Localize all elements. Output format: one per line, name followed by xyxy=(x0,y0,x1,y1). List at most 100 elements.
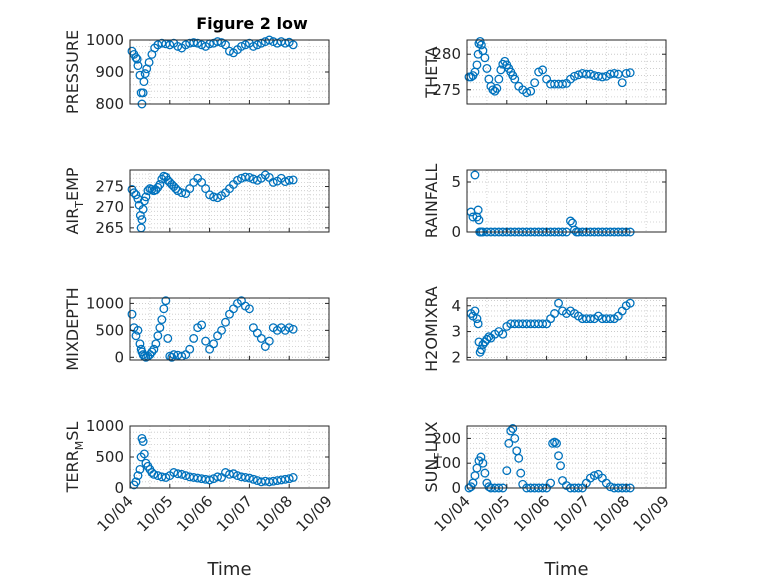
x-tick-label: 10/09 xyxy=(293,492,336,535)
data-point xyxy=(472,314,482,324)
data-point xyxy=(625,298,635,308)
data-point xyxy=(138,204,148,214)
x-tick-label: 10/08 xyxy=(590,492,633,535)
data-point xyxy=(244,304,254,314)
x-tick-label: 10/06 xyxy=(173,492,216,535)
data-point xyxy=(138,88,148,98)
data-point xyxy=(147,347,157,357)
y-tick-label: 0 xyxy=(114,348,124,366)
data-point xyxy=(201,184,211,194)
y-tick-label: 270 xyxy=(95,198,124,216)
subplot-sun-flux: 0 100 200SUNFLUX10/0410/0510/0610/0710/081… xyxy=(422,421,673,580)
x-axis-label: Time xyxy=(206,559,251,580)
data-point xyxy=(181,40,191,50)
data-point xyxy=(538,65,548,75)
data-point xyxy=(240,40,250,50)
data-point xyxy=(221,317,230,327)
y-axis-label: H2OMIXRA xyxy=(422,286,441,372)
data-point xyxy=(144,57,154,67)
data-point xyxy=(550,309,560,318)
data-point xyxy=(135,70,145,80)
data-point xyxy=(225,46,234,56)
data-point xyxy=(502,466,512,476)
data-point xyxy=(470,170,480,180)
data-point xyxy=(135,339,145,349)
y-tick-label: 200 xyxy=(432,429,461,447)
y-axis-label: SUNFLUX xyxy=(422,421,445,492)
data-point xyxy=(155,323,165,333)
data-point xyxy=(589,471,599,481)
data-point xyxy=(494,74,504,84)
data-point xyxy=(131,477,141,487)
y-tick-label: 1000 xyxy=(86,417,124,435)
data-point xyxy=(617,78,627,88)
data-point xyxy=(177,188,187,198)
data-point xyxy=(147,184,157,194)
data-point xyxy=(173,41,183,51)
data-point xyxy=(205,475,215,485)
data-point xyxy=(284,175,294,185)
data-point xyxy=(522,88,532,98)
data-point xyxy=(473,319,483,329)
data-point xyxy=(585,314,595,324)
data-point xyxy=(284,474,294,484)
data-point xyxy=(193,38,203,48)
data-point xyxy=(554,451,563,461)
data-point xyxy=(268,177,278,187)
data-point xyxy=(161,296,171,306)
data-point xyxy=(546,478,556,488)
axes-box xyxy=(129,297,330,361)
axes-box xyxy=(466,39,667,105)
data-point xyxy=(550,437,560,447)
data-point xyxy=(157,315,167,325)
y-axis-label: TERRMSL xyxy=(63,422,86,494)
y-tick-label: 100 xyxy=(432,454,461,472)
data-point xyxy=(516,468,526,478)
data-point xyxy=(177,469,187,479)
y-axis-label: MIXDEPTH xyxy=(63,287,82,370)
y-tick-label: 5 xyxy=(451,173,461,191)
data-point xyxy=(288,324,298,334)
subplot-rainfall: 0 5 RAINFALL xyxy=(422,164,667,241)
axes-box xyxy=(129,169,330,233)
data-point xyxy=(570,71,579,81)
data-point xyxy=(526,86,536,96)
data-point xyxy=(530,78,540,88)
data-point xyxy=(506,426,516,436)
data-point xyxy=(127,309,137,319)
y-tick-label: 2 xyxy=(451,348,461,366)
data-point xyxy=(478,458,488,468)
data-point xyxy=(288,40,298,50)
y-tick-label: 4 xyxy=(451,297,461,315)
data-point xyxy=(138,437,148,446)
data-point xyxy=(256,333,266,343)
data-point xyxy=(498,329,508,339)
data-point xyxy=(133,325,143,335)
data-point xyxy=(480,468,490,478)
data-point xyxy=(244,172,254,182)
data-point xyxy=(476,452,486,462)
x-tick-label: 10/05 xyxy=(133,492,176,535)
x-tick-label: 10/04 xyxy=(94,492,137,535)
data-point xyxy=(492,83,502,93)
data-point xyxy=(554,298,563,308)
axes-box xyxy=(466,425,667,489)
data-point xyxy=(256,38,266,48)
data-point xyxy=(240,473,250,482)
y-tick-label: 0 xyxy=(451,479,461,497)
data-point xyxy=(131,331,141,341)
y-tick-label: 0 xyxy=(114,479,124,497)
data-point xyxy=(133,471,143,481)
y-axis-label: PRESSURE xyxy=(63,30,82,114)
data-point xyxy=(201,336,211,346)
data-point xyxy=(280,474,290,484)
data-point xyxy=(621,68,631,78)
data-point xyxy=(504,438,514,448)
data-point xyxy=(141,192,151,202)
data-point xyxy=(548,438,558,448)
data-point xyxy=(159,304,169,314)
data-point xyxy=(138,350,148,360)
data-point xyxy=(280,38,290,48)
